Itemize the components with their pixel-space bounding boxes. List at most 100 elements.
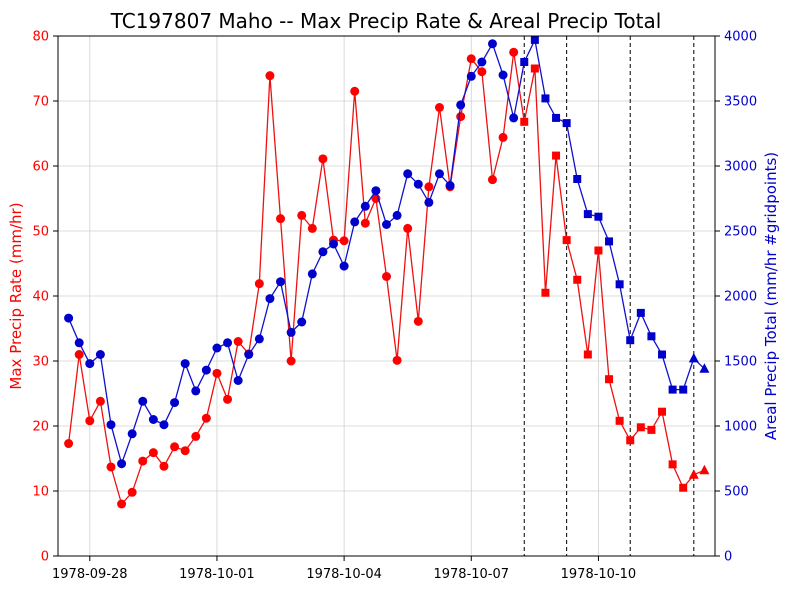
areal-precip-point [626,336,635,345]
areal-precip-point [307,269,317,279]
areal-precip-point [297,317,307,327]
x-tick-label: 1978-10-04 [306,567,382,582]
areal-precip-point [594,212,603,221]
max-precip-point [594,246,603,255]
max-precip-point [350,86,360,96]
areal-precip-point [64,313,74,323]
max-precip-point [498,132,508,142]
max-precip-point [212,368,222,378]
left-tick-label: 10 [32,485,49,500]
areal-precip-point [286,327,296,337]
max-precip-point [74,350,84,359]
areal-precip-point [456,100,466,110]
left-tick-label: 30 [32,355,49,370]
max-precip-point [541,288,550,297]
left-tick-label: 80 [32,30,49,45]
areal-precip-point [127,429,137,439]
max-precip-point [477,67,487,77]
x-tick-label: 1978-10-07 [433,567,509,582]
max-precip-point [180,446,190,456]
right-tick-label: 1500 [724,355,757,370]
right-tick-label: 4000 [724,30,757,45]
areal-precip-point [85,359,95,369]
areal-precip-point [148,415,158,424]
areal-precip-point [318,247,328,257]
max-precip-point [668,460,677,469]
areal-precip-point [95,350,105,359]
areal-precip-point [223,338,233,348]
areal-precip-point [201,365,211,375]
areal-precip-point [541,94,550,103]
max-precip-point [456,112,466,122]
max-precip-point [191,431,201,441]
max-precip-point [520,117,529,126]
x-axis-ticks: 1978-09-28 1978-10-01 1978-10-04 1978-10-07… [52,556,636,582]
max-precip-point [679,483,688,492]
max-precip-point [318,154,328,164]
areal-precip-point [477,57,487,67]
max-precip-point [339,236,349,246]
max-precip-point [658,407,667,416]
max-precip-point [382,272,391,281]
right-axis-ticks: 0 500 1000 1500 2000 2500 3000 3500 4000 [715,30,757,565]
areal-precip-point [562,119,571,128]
areal-precip-point [573,175,582,183]
max-precip-point [530,64,539,73]
areal-precip-point [170,398,180,408]
areal-precip-point [498,70,508,80]
areal-precip-point [392,210,402,220]
max-precip-point [254,279,264,289]
max-precip-point [117,499,127,509]
areal-precip-point [699,363,710,373]
x-tick-label: 1978-10-10 [561,567,637,582]
right-tick-label: 3000 [724,160,757,175]
max-precip-point [605,375,614,384]
areal-precip-point [106,420,116,430]
max-precip-point [434,103,444,112]
areal-precip-point [487,39,497,49]
max-precip-point [276,214,286,224]
max-precip-point [466,54,476,64]
max-precip-point [307,223,317,233]
max-precip-point [626,436,635,445]
areal-precip-point [668,385,677,394]
max-precip-point [159,461,169,471]
right-tick-label: 2000 [724,290,757,305]
areal-precip-point [212,343,222,353]
max-precip-point [265,71,275,81]
areal-precip-point [583,210,592,219]
max-precip-point [297,210,307,220]
areal-precip-point [371,186,381,196]
max-precip-point [509,47,519,57]
max-precip-point [95,396,105,406]
max-precip-point [64,439,74,449]
max-precip-point [688,469,699,479]
max-precip-point [233,337,243,346]
left-tick-label: 20 [32,420,49,435]
areal-precip-point [360,201,370,211]
areal-precip-point [180,359,190,369]
max-precip-point [127,487,137,497]
areal-precip-point [159,420,169,430]
x-tick-label: 1978-10-01 [179,567,255,582]
areal-precip-point [191,386,201,396]
areal-precip-point [605,237,614,246]
max-precip-point [573,275,582,284]
max-precip-point [223,394,233,404]
areal-precip-point [276,277,286,287]
areal-precip-point [658,350,667,359]
left-tick-label: 60 [32,160,49,175]
left-tick-label: 40 [32,290,49,305]
right-tick-label: 500 [724,485,749,500]
max-precip-point [85,416,95,426]
areal-precip-point [636,308,645,317]
areal-precip-series [64,35,710,469]
left-axis-label: Max Precip Rate (mm/hr) [7,202,25,389]
max-precip-point [615,416,624,425]
areal-precip-point [403,169,413,179]
max-precip-point [413,316,423,326]
areal-precip-point [117,459,127,469]
areal-precip-point [552,113,561,122]
right-tick-label: 3500 [724,95,757,110]
